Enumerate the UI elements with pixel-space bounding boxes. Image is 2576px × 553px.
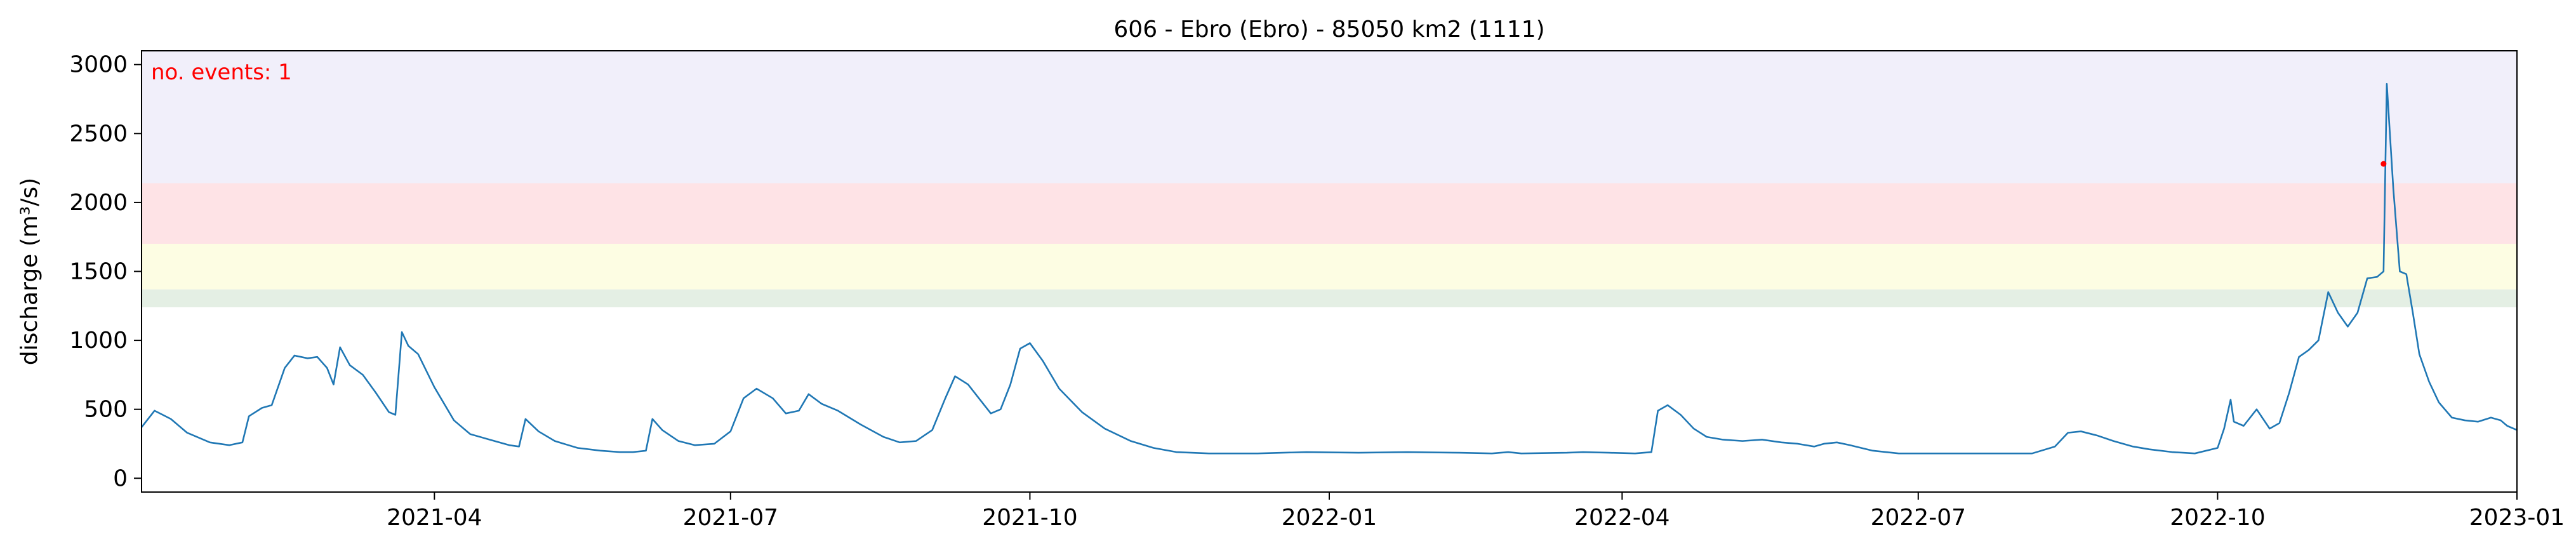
y-tick-label: 3000 (69, 52, 128, 78)
y-tick-label: 1500 (69, 259, 128, 285)
discharge-series-line (140, 83, 2518, 455)
x-tick-label: 2022-07 (1871, 505, 1966, 531)
threshold-band-2 (142, 183, 2517, 244)
x-tick-label: 2023-01 (2469, 505, 2565, 531)
y-tick-label: 2000 (69, 190, 128, 216)
chart-title: 606 - Ebro (Ebro) - 85050 km2 (1111) (1113, 17, 1544, 43)
threshold-band-3 (142, 51, 2517, 183)
y-tick-label: 2500 (69, 121, 128, 147)
threshold-band-0 (142, 289, 2517, 307)
series-layer (140, 83, 2518, 455)
x-axis-ticks: 2021-04 2021-07 2021-10 2022-01 2022-04 2022-… (387, 492, 2565, 531)
y-axis-label: discharge (m³/s) (17, 178, 43, 365)
threshold-band-1 (142, 244, 2517, 290)
x-tick-label: 2021-07 (683, 505, 778, 531)
x-tick-label: 2021-10 (982, 505, 1077, 531)
y-tick-label: 1000 (69, 328, 128, 354)
x-tick-label: 2022-01 (1282, 505, 1377, 531)
y-tick-label: 0 (113, 465, 128, 491)
y-tick-label: 500 (84, 397, 128, 423)
threshold-bands (142, 51, 2517, 307)
events-count-annotation: no. events: 1 (151, 60, 292, 85)
x-tick-label: 2022-04 (1574, 505, 1670, 531)
x-tick-label: 2022-10 (2170, 505, 2265, 531)
x-tick-label: 2021-04 (387, 505, 482, 531)
y-axis-ticks: 0 500 1000 1500 2000 2500 3000 (69, 52, 142, 491)
event-markers (2380, 161, 2387, 167)
event-marker (2380, 161, 2387, 167)
